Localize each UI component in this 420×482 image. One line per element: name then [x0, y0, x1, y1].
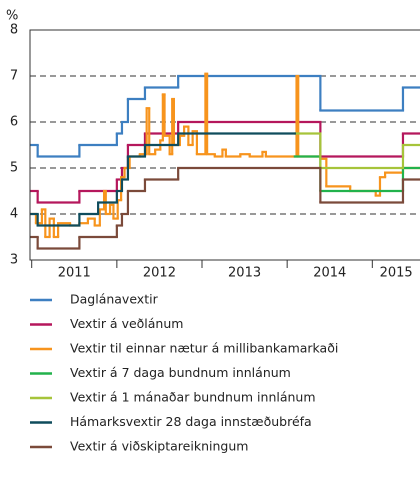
y-tick-label: 5 [10, 161, 18, 176]
y-tick-label: 7 [10, 69, 18, 84]
plot [30, 72, 420, 250]
x-tick-label: 2015 [380, 266, 413, 281]
legend-label: Daglánavextir [70, 292, 159, 307]
legend-label: Vextir á veðlánum [70, 316, 183, 331]
x-tick-label: 2013 [228, 266, 261, 281]
x-tick-label: 2014 [313, 266, 346, 281]
y-tick-label: 6 [10, 115, 18, 130]
axes: 3 4 5 6 7 8 2011 2012 2013 2014 2015 [10, 23, 413, 281]
legend-label: Vextir á 7 daga bundnum innlánum [70, 365, 291, 380]
legend: Daglánavextir Vextir á veðlánum Vextir til… [30, 292, 338, 454]
y-tick-label: 8 [10, 23, 18, 38]
legend-label: Hámarksvextir 28 daga innstæðubréfa [70, 414, 312, 429]
legend-label: Vextir á 1 mánaðar bundnum innlánum [70, 390, 316, 405]
x-tick-label: 2011 [58, 266, 91, 281]
legend-label: Vextir til einnar nætur á millibankamark… [70, 341, 338, 356]
plot-frame [29, 29, 420, 261]
legend-label: Vextir á viðskiptareikningum [70, 439, 248, 454]
y-tick-label: 4 [10, 207, 18, 222]
y-axis-label: % [6, 9, 18, 24]
x-tick-label: 2012 [143, 266, 176, 281]
y-tick-label: 3 [10, 253, 18, 268]
